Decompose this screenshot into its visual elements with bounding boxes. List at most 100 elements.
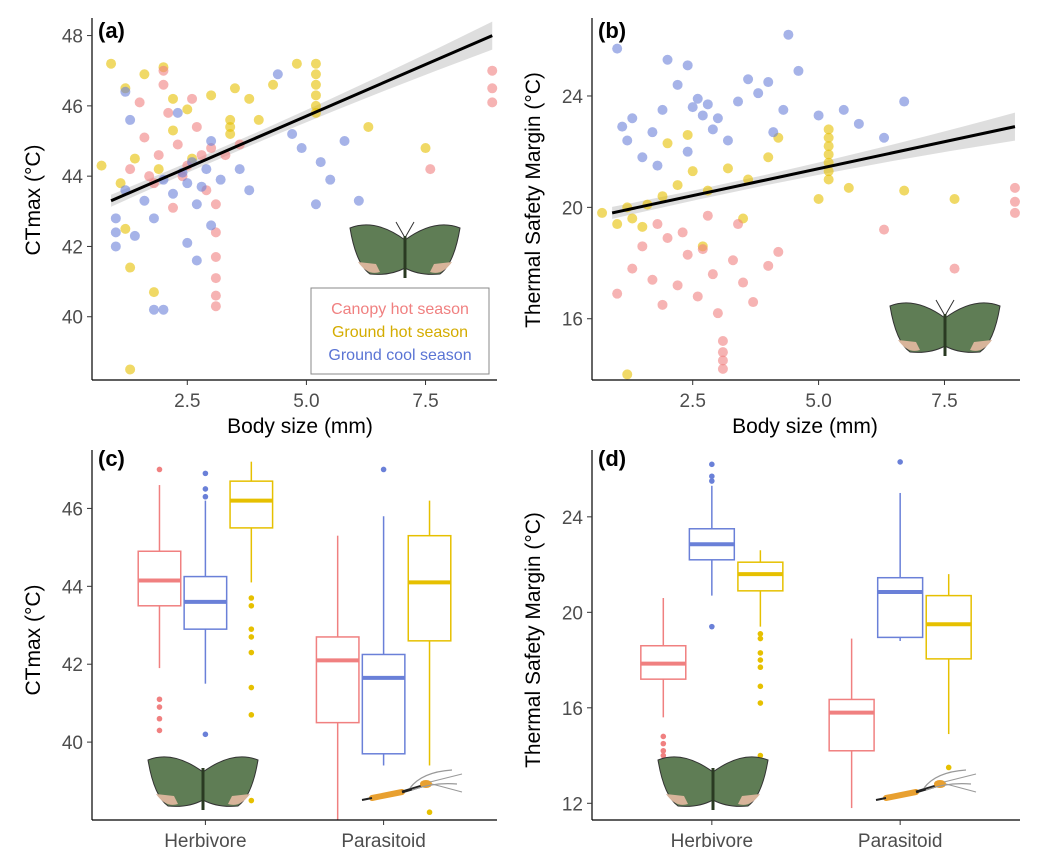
data-point-ground-hot	[125, 364, 136, 375]
data-point-canopy-hot	[1009, 182, 1020, 193]
data-point-ground-cool	[191, 255, 202, 266]
data-point-ground-hot	[363, 121, 374, 132]
data-point-canopy-hot	[748, 297, 759, 308]
data-point-ground-hot	[129, 153, 140, 164]
moth-illustration	[889, 299, 1001, 356]
outlier-point	[156, 715, 163, 722]
data-point-ground-hot	[291, 58, 302, 69]
box-parasitoid-canopy-hot	[828, 638, 875, 809]
data-point-canopy-hot	[647, 274, 658, 285]
data-point-ground-hot	[823, 166, 834, 177]
box-iqr	[925, 594, 972, 660]
data-point-canopy-hot	[168, 202, 178, 213]
x-tick-label: 2.5	[174, 391, 200, 412]
y-tick-label: 44	[62, 167, 84, 188]
data-point-canopy-hot	[707, 269, 718, 280]
y-tick-label: 24	[562, 87, 584, 108]
panel-c-boxes	[137, 461, 452, 820]
y-tick-label: 20	[562, 603, 583, 624]
panel-c-y-title: CTmax (°C)	[22, 584, 45, 695]
y-tick-label: 16	[562, 310, 583, 331]
panel-b: (b) 16 20 24 2.5 5.0 7.5 Body size (mm) Ther…	[522, 18, 1020, 438]
y-tick-label: 20	[562, 198, 583, 219]
outlier-point	[945, 764, 952, 771]
box-iqr	[361, 653, 406, 755]
panel-d-y-ticks: 12 16 20 24	[562, 508, 592, 815]
panel-c-label: (c)	[98, 446, 125, 471]
data-point-canopy-hot	[125, 164, 136, 175]
data-point-ground-cool	[879, 132, 890, 143]
data-point-ground-cool	[272, 69, 283, 80]
data-point-ground-cool	[325, 174, 336, 185]
data-point-ground-cool	[647, 127, 658, 138]
box-parasitoid-ground-cool	[876, 459, 924, 641]
data-point-ground-cool	[682, 60, 693, 71]
y-tick-label: 16	[562, 699, 583, 720]
panel-b-x-title: Body size (mm)	[732, 415, 878, 438]
outlier-point	[248, 684, 255, 691]
data-point-ground-cool	[353, 195, 364, 206]
outlier-point	[660, 747, 667, 754]
box-iqr	[876, 576, 924, 639]
data-point-ground-cool	[697, 110, 708, 121]
panel-c: (c) 40 42 44 46 Herbivore Parasitoid CTmax (…	[22, 446, 497, 852]
data-point-canopy-hot	[163, 107, 174, 118]
data-point-canopy-hot	[692, 291, 703, 302]
panel-a-y-ticks: 40 42 44 46 48	[62, 27, 92, 329]
data-point-ground-hot	[823, 174, 834, 185]
data-point-ground-cool	[707, 124, 718, 135]
outlier-point	[660, 733, 667, 740]
data-point-ground-cool	[783, 29, 794, 40]
outlier-point	[380, 466, 387, 473]
data-point-ground-cool	[853, 118, 864, 129]
y-tick-label: 40	[62, 733, 83, 754]
data-point-ground-cool	[793, 65, 804, 76]
data-point-ground-hot	[310, 58, 321, 69]
data-point-canopy-hot	[949, 263, 960, 274]
data-point-canopy-hot	[1009, 207, 1020, 218]
data-point-ground-cool	[148, 304, 159, 315]
data-point-canopy-hot	[672, 280, 683, 291]
x-tick-label: Parasitoid	[858, 831, 943, 852]
panel-c-y-ticks: 40 42 44 46	[62, 499, 92, 754]
outlier-point	[426, 809, 433, 816]
data-point-ground-cool	[182, 237, 193, 248]
data-point-ground-hot	[96, 160, 107, 171]
data-point-canopy-hot	[657, 299, 668, 310]
data-point-canopy-hot	[627, 263, 638, 274]
y-tick-label: 24	[562, 508, 584, 529]
outlier-point	[202, 493, 209, 500]
data-point-ground-hot	[722, 163, 733, 174]
data-point-ground-cool	[733, 96, 744, 107]
data-point-ground-hot	[637, 221, 648, 232]
x-tick-label: Herbivore	[164, 831, 246, 852]
x-tick-label: 5.0	[293, 391, 319, 412]
y-tick-label: 48	[62, 27, 83, 48]
moth-illustration	[657, 756, 769, 810]
data-point-canopy-hot	[210, 227, 221, 238]
panel-d-y-title: Thermal Safety Margin (°C)	[522, 512, 545, 768]
data-point-ground-hot	[153, 164, 164, 175]
box-herbivore-ground-cool	[688, 461, 736, 630]
box-parasitoid-ground-hot	[925, 574, 972, 771]
legend-box	[310, 287, 490, 375]
regression-line	[110, 34, 493, 203]
panel-b-x-ticks: 2.5 5.0 7.5	[679, 380, 958, 412]
data-point-ground-hot	[206, 90, 217, 101]
data-point-ground-hot	[225, 128, 236, 139]
box-parasitoid-canopy-hot	[315, 535, 360, 820]
data-point-canopy-hot	[677, 227, 688, 238]
data-point-canopy-hot	[717, 336, 728, 347]
data-point-ground-hot	[310, 69, 321, 80]
outlier-point	[660, 740, 667, 747]
panel-a-points	[96, 34, 498, 375]
data-point-ground-cool	[206, 220, 217, 231]
data-point-canopy-hot	[191, 121, 202, 132]
data-point-ground-cool	[110, 227, 121, 238]
data-point-ground-hot	[244, 93, 255, 104]
data-point-canopy-hot	[210, 273, 221, 284]
outlier-point	[248, 634, 255, 640]
data-point-ground-cool	[702, 99, 713, 110]
data-point-ground-cool	[110, 241, 121, 252]
